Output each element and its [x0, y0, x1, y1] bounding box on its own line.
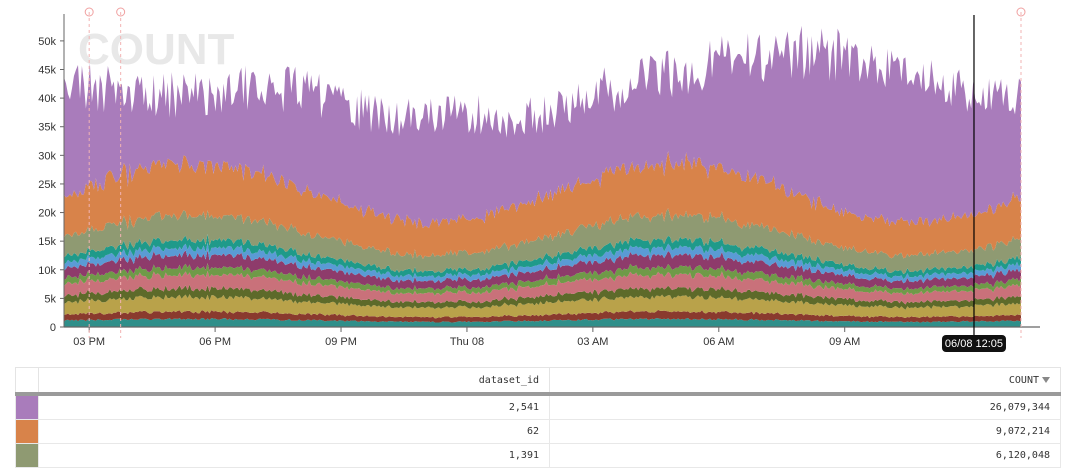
- color-swatch-cell: [15, 443, 39, 468]
- dataset-id-cell: 62: [38, 419, 550, 444]
- series-area-s7: [64, 263, 1021, 296]
- y-tick-label: 30k: [38, 150, 56, 162]
- color-swatch: [16, 444, 38, 467]
- series-area-s4: [64, 233, 1021, 280]
- dataset-id-cell: 1,391: [38, 443, 550, 468]
- count-cell: 26,079,344: [549, 393, 1061, 420]
- table-row[interactable]: 1,391 6,120,048: [15, 443, 1061, 468]
- marker-icon: [1016, 7, 1026, 17]
- count-header[interactable]: COUNT: [549, 367, 1061, 396]
- marker-icon: [84, 7, 94, 17]
- table-row[interactable]: 62 9,072,214: [15, 419, 1061, 444]
- series-area-2541: [64, 25, 1021, 229]
- y-tick-label: 10k: [38, 265, 56, 277]
- color-swatch-cell: [15, 419, 39, 444]
- series-area-s5: [64, 242, 1021, 284]
- series-area-s10: [64, 294, 1021, 319]
- series-area-s9: [64, 284, 1021, 310]
- results-table: dataset_id COUNT 2,541 26,079,344 62 9,0…: [15, 367, 1061, 468]
- y-tick-label: 45k: [38, 65, 56, 77]
- marker-icon: [116, 7, 126, 17]
- stacked-area-chart[interactable]: COUNT 0 5k 10k 15k 20k 25k 30k 35k 40k 45k 50k 03 PM…: [0, 0, 1072, 360]
- color-swatch: [16, 396, 38, 419]
- count-cell: 6,120,048: [549, 443, 1061, 468]
- series-area-s11: [64, 309, 1021, 323]
- y-tick-label: 20k: [38, 208, 56, 220]
- y-tick-label: 0: [50, 322, 56, 334]
- x-tick-label: 03 PM: [73, 336, 105, 348]
- table-row[interactable]: 2,541 26,079,344: [15, 393, 1061, 420]
- y-tick-label: 35k: [38, 122, 56, 134]
- y-tick-label: 15k: [38, 236, 56, 248]
- series-area-s8: [64, 271, 1021, 305]
- table-header-row: dataset_id COUNT: [15, 367, 1061, 396]
- color-swatch: [16, 420, 38, 443]
- cursor-label: 06/08 12:05: [945, 338, 1003, 350]
- y-tick-label: 40k: [38, 93, 56, 105]
- x-tick-label: 06 PM: [199, 336, 231, 348]
- swatch-header: [15, 367, 39, 396]
- x-tick-label: 09 AM: [829, 336, 860, 348]
- chart-title: COUNT: [78, 25, 235, 74]
- dataset-id-cell: 2,541: [38, 393, 550, 420]
- series-area-s6: [64, 250, 1021, 291]
- series-area-s12: [64, 318, 1021, 327]
- cursor-label-box: [941, 335, 1006, 352]
- y-tick-label: 5k: [44, 293, 56, 305]
- x-tick-label: Thu 08: [450, 336, 484, 348]
- x-tick-label: 09 PM: [325, 336, 357, 348]
- dataset-id-header[interactable]: dataset_id: [38, 367, 550, 396]
- series-area-1391: [64, 208, 1021, 275]
- series-area-62: [64, 151, 1021, 260]
- sort-desc-icon: [1042, 376, 1050, 383]
- chart-canvas[interactable]: COUNT 0 5k 10k 15k 20k 25k 30k 35k 40k 45k 50k 03 PM…: [0, 0, 1072, 360]
- y-tick-label: 25k: [38, 179, 56, 191]
- y-tick-label: 50k: [38, 36, 56, 48]
- color-swatch-cell: [15, 393, 39, 420]
- x-tick-label: 06 AM: [703, 336, 734, 348]
- count-cell: 9,072,214: [549, 419, 1061, 444]
- x-tick-label: 03 AM: [577, 336, 608, 348]
